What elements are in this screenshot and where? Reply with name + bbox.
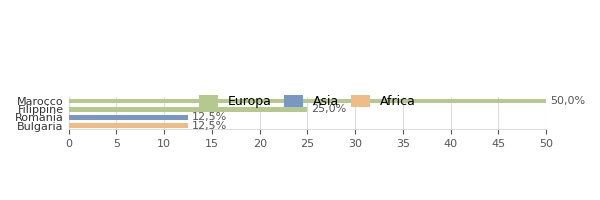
Text: 12,5%: 12,5% [192, 112, 227, 122]
Bar [69, 107, 307, 112]
Bar [69, 99, 546, 103]
Text: 50,0%: 50,0% [550, 96, 585, 106]
Bar [69, 123, 188, 128]
Text: 12,5%: 12,5% [192, 121, 227, 131]
Legend: Europa, Asia, Africa: Europa, Asia, Africa [194, 90, 421, 113]
Text: 25,0%: 25,0% [311, 104, 347, 114]
Bar [69, 115, 188, 120]
